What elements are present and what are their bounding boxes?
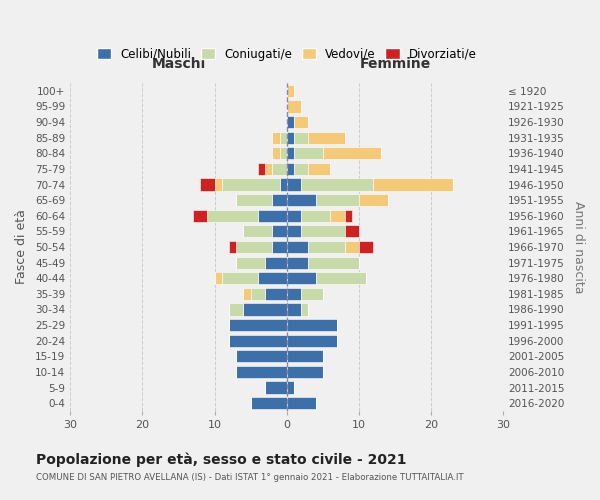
Text: Femmine: Femmine xyxy=(359,56,431,70)
Bar xyxy=(287,350,323,362)
Bar xyxy=(294,147,323,160)
Bar xyxy=(272,226,287,237)
Bar xyxy=(229,241,236,253)
Bar xyxy=(301,210,330,222)
Text: COMUNE DI SAN PIETRO AVELLANA (IS) - Dati ISTAT 1° gennaio 2021 - Elaborazione T: COMUNE DI SAN PIETRO AVELLANA (IS) - Dat… xyxy=(36,472,464,482)
Legend: Celibi/Nubili, Coniugati/e, Vedovi/e, Divorziati/e: Celibi/Nubili, Coniugati/e, Vedovi/e, Di… xyxy=(92,43,482,66)
Bar xyxy=(287,226,301,237)
Bar xyxy=(287,194,316,206)
Bar xyxy=(323,147,380,160)
Bar xyxy=(265,288,287,300)
Bar xyxy=(287,210,301,222)
Bar xyxy=(287,163,294,175)
Bar xyxy=(373,178,453,190)
Bar xyxy=(287,132,294,144)
Bar xyxy=(287,366,323,378)
Bar xyxy=(301,288,323,300)
Bar xyxy=(193,210,207,222)
Bar xyxy=(287,147,294,160)
Bar xyxy=(301,304,308,316)
Bar xyxy=(287,288,301,300)
Bar xyxy=(287,256,308,268)
Bar xyxy=(294,132,308,144)
Bar xyxy=(215,272,222,284)
Bar xyxy=(244,288,251,300)
Bar xyxy=(344,241,359,253)
Bar xyxy=(272,241,287,253)
Bar xyxy=(316,194,359,206)
Bar xyxy=(287,334,337,347)
Bar xyxy=(294,116,308,128)
Bar xyxy=(280,132,287,144)
Bar xyxy=(301,226,344,237)
Bar xyxy=(265,163,272,175)
Bar xyxy=(272,194,287,206)
Bar xyxy=(244,304,287,316)
Bar xyxy=(287,272,316,284)
Bar xyxy=(301,178,373,190)
Bar xyxy=(359,194,388,206)
Bar xyxy=(272,163,287,175)
Bar xyxy=(251,288,265,300)
Bar xyxy=(265,256,287,268)
Bar xyxy=(287,241,308,253)
Bar xyxy=(251,397,287,409)
Bar xyxy=(287,178,301,190)
Bar xyxy=(272,132,280,144)
Bar xyxy=(308,163,330,175)
Bar xyxy=(280,178,287,190)
Y-axis label: Fasce di età: Fasce di età xyxy=(15,210,28,284)
Bar xyxy=(207,210,258,222)
Bar xyxy=(200,178,215,190)
Bar xyxy=(229,304,244,316)
Bar xyxy=(222,272,258,284)
Bar xyxy=(236,241,272,253)
Bar xyxy=(344,226,359,237)
Bar xyxy=(236,366,287,378)
Bar xyxy=(244,226,272,237)
Bar xyxy=(308,256,359,268)
Text: Maschi: Maschi xyxy=(151,56,206,70)
Bar xyxy=(229,319,287,331)
Bar xyxy=(287,116,294,128)
Bar xyxy=(287,319,337,331)
Bar xyxy=(229,334,287,347)
Bar xyxy=(287,397,316,409)
Bar xyxy=(330,210,344,222)
Bar xyxy=(287,100,301,112)
Bar xyxy=(280,147,287,160)
Bar xyxy=(215,178,222,190)
Bar xyxy=(236,194,272,206)
Bar xyxy=(294,163,308,175)
Bar xyxy=(344,210,352,222)
Bar xyxy=(359,241,373,253)
Bar xyxy=(258,210,287,222)
Bar xyxy=(316,272,366,284)
Bar xyxy=(308,132,344,144)
Bar xyxy=(287,84,294,97)
Bar xyxy=(272,147,280,160)
Bar xyxy=(265,382,287,394)
Bar xyxy=(308,241,344,253)
Bar xyxy=(258,272,287,284)
Bar xyxy=(258,163,265,175)
Bar xyxy=(236,350,287,362)
Bar xyxy=(236,256,265,268)
Text: Popolazione per età, sesso e stato civile - 2021: Popolazione per età, sesso e stato civil… xyxy=(36,452,407,467)
Y-axis label: Anni di nascita: Anni di nascita xyxy=(572,200,585,293)
Bar xyxy=(287,304,301,316)
Bar xyxy=(222,178,280,190)
Bar xyxy=(287,382,294,394)
